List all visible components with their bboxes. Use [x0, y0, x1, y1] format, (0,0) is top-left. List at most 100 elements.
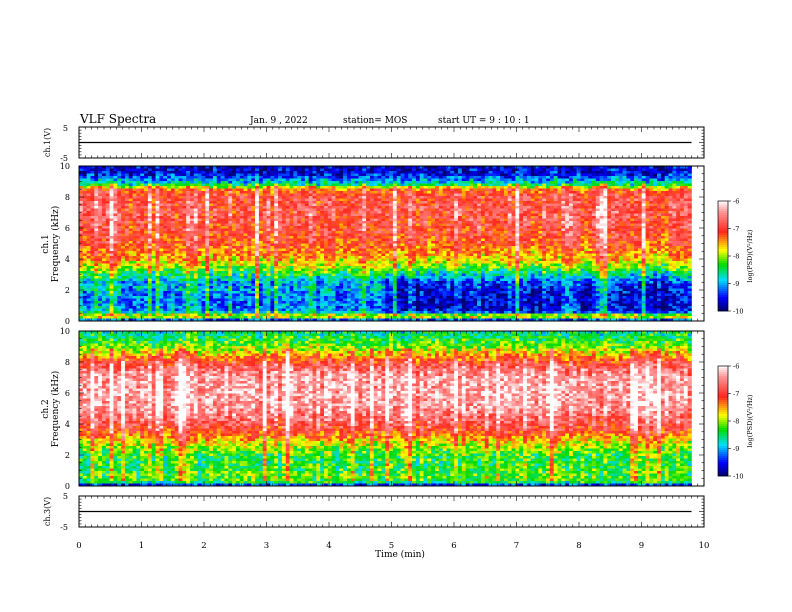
spectrogram-cell: [140, 174, 144, 177]
spectrogram-cell: [110, 279, 114, 282]
spectrogram-cell: [182, 174, 186, 177]
spectrogram-cell: [121, 176, 125, 179]
spectrogram-cell: [148, 169, 152, 172]
spectrogram-cell: [94, 289, 98, 292]
spectrogram-cell: [79, 239, 83, 242]
spectrogram-cell: [121, 219, 125, 222]
spectrogram-cell: [83, 176, 87, 179]
spectrogram-cell: [156, 301, 160, 304]
spectrogram-cell: [171, 281, 175, 284]
start-time-label: start UT = 9 : 10 : 1: [438, 116, 530, 126]
spectrogram-cell: [102, 179, 106, 182]
spectrogram-cell: [106, 179, 110, 182]
station-label: station= MOS: [343, 116, 407, 126]
spectrogram-cell: [106, 184, 110, 187]
spectrogram-cell: [140, 246, 144, 249]
spectrogram-cell: [159, 274, 163, 277]
spectrogram-cell: [129, 224, 133, 227]
spectrogram-cell: [159, 294, 163, 297]
spectrogram-cell: [171, 239, 175, 242]
spectrogram-cell: [87, 251, 91, 254]
spectrogram-cell: [110, 284, 114, 287]
spectrogram-cell: [152, 221, 156, 224]
spectrogram-cell: [117, 169, 121, 172]
spectrogram-cell: [140, 299, 144, 302]
spectrogram-cell: [179, 184, 183, 187]
spectrogram-cell: [117, 291, 121, 294]
spectrogram-cell: [133, 261, 137, 264]
spectrogram-cell: [133, 221, 137, 224]
spectrogram-cell: [140, 271, 144, 274]
spectrogram-cell: [106, 254, 110, 257]
spectrogram-cell: [179, 289, 183, 292]
spectrogram-cell: [129, 279, 133, 282]
spectrogram-cell: [98, 179, 102, 182]
spectrogram-cell: [94, 231, 98, 234]
spectrogram-cell: [83, 306, 87, 309]
spectrogram-cell: [152, 191, 156, 194]
spectrogram-cell: [167, 191, 171, 194]
spectrogram-cell: [98, 311, 102, 314]
spectrogram-cell: [148, 224, 152, 227]
spectrogram-cell: [175, 239, 179, 242]
spectrogram-cell: [110, 299, 114, 302]
spectrogram-cell: [113, 314, 117, 317]
spectrogram-cell: [163, 299, 167, 302]
spectrogram-cell: [148, 266, 152, 269]
spectrogram-cell: [94, 311, 98, 314]
spectrogram-cell: [121, 249, 125, 252]
spectrogram-cell: [79, 254, 83, 257]
spectrogram-cell: [144, 259, 148, 262]
spectrogram-cell: [113, 296, 117, 299]
spectrogram-cell: [79, 291, 83, 294]
spectrogram-cell: [106, 284, 110, 287]
spectrogram-cell: [94, 284, 98, 287]
spectrogram-cell: [159, 254, 163, 257]
spectrogram-cell: [133, 291, 137, 294]
spectrogram-cell: [113, 284, 117, 287]
spectrogram-cell: [148, 256, 152, 259]
spectrogram-cell: [144, 201, 148, 204]
spectrogram-cell: [133, 214, 137, 217]
spectrogram-cell: [90, 264, 94, 267]
spectrogram-cell: [144, 279, 148, 282]
spectrogram-cell: [159, 226, 163, 229]
spectrogram-cell: [144, 199, 148, 202]
spectrogram-cell: [113, 259, 117, 262]
spectrogram-cell: [156, 201, 160, 204]
spectrogram-cell: [129, 191, 133, 194]
spectrogram-cell: [87, 281, 91, 284]
spectrogram-cell: [179, 211, 183, 214]
spectrogram-cell: [140, 316, 144, 319]
spectrogram-cell: [129, 311, 133, 314]
spectrogram-cell: [163, 216, 167, 219]
spectrogram-cell: [110, 184, 114, 187]
spectrogram-cell: [133, 194, 137, 197]
spectrogram-cell: [148, 226, 152, 229]
spectrogram-cell: [152, 231, 156, 234]
spectrogram-cell: [98, 299, 102, 302]
spectrogram-cell: [148, 316, 152, 319]
spectrogram-cell: [113, 226, 117, 229]
spectrogram-cell: [136, 304, 140, 307]
spectrogram-cell: [121, 246, 125, 249]
spectrogram-cell: [159, 269, 163, 272]
spectrogram-cell: [167, 239, 171, 242]
spectrogram-cell: [140, 274, 144, 277]
spectrogram-cell: [163, 236, 167, 239]
spectrogram-cell: [159, 199, 163, 202]
spectrogram-cell: [83, 284, 87, 287]
spectrogram-cell: [175, 304, 179, 307]
spectrogram-cell: [106, 274, 110, 277]
spectrogram-cell: [125, 289, 129, 292]
spectrogram-cell: [110, 176, 114, 179]
spectrogram-cell: [136, 199, 140, 202]
spectrogram-cell: [83, 286, 87, 289]
spectrogram-cell: [140, 189, 144, 192]
spectrogram-cell: [125, 229, 129, 232]
spectrogram-cell: [152, 274, 156, 277]
spectrogram-cell: [133, 296, 137, 299]
spectrogram-cell: [125, 271, 129, 274]
spectrogram-cell: [83, 181, 87, 184]
spectrogram-cell: [159, 249, 163, 252]
